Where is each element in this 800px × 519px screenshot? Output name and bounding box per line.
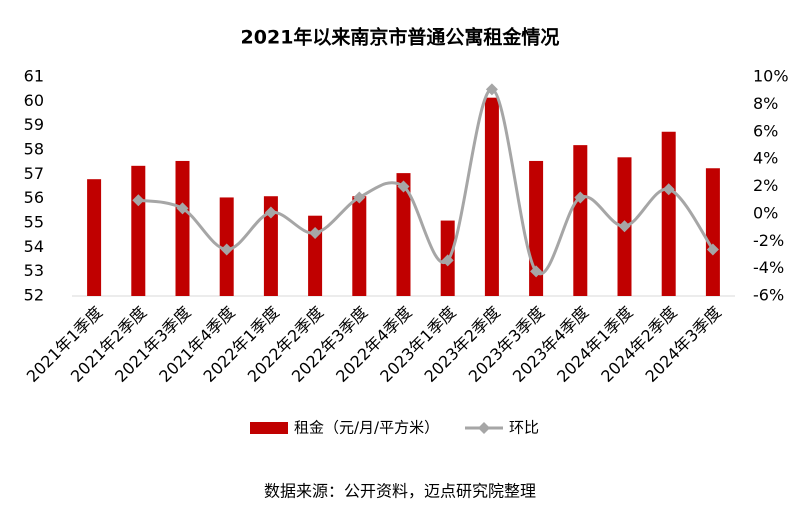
y-tick-label: 60 — [24, 91, 44, 110]
y2-tick-label: -4% — [753, 258, 784, 277]
y2-tick-label: 0% — [753, 203, 778, 222]
bar — [87, 179, 102, 296]
y-tick-label: 52 — [24, 286, 44, 305]
line-marker — [706, 243, 719, 256]
bar — [263, 196, 278, 296]
line-marker — [530, 265, 543, 278]
bar — [308, 215, 323, 296]
line-marker — [397, 180, 410, 193]
line-marker — [264, 206, 277, 219]
y2-tick-label: 6% — [753, 121, 778, 140]
chart-title: 2021年以来南京市普通公寓租金情况 — [241, 26, 560, 49]
legend-label: 环比 — [509, 419, 539, 437]
line-marker — [441, 254, 454, 267]
x-tick-label: 2021年1季度 — [23, 303, 106, 386]
bar — [484, 97, 499, 296]
y-tick-label: 54 — [24, 237, 44, 256]
line-marker — [132, 194, 145, 207]
line-marker — [309, 227, 322, 240]
y-tick-label: 56 — [24, 188, 44, 207]
bar — [175, 160, 190, 296]
bar — [396, 173, 411, 296]
y2-tick-label: 2% — [753, 176, 778, 195]
line — [138, 87, 715, 276]
line-marker — [662, 183, 675, 196]
legend-label: 租金（元/月/平方米） — [294, 419, 439, 437]
bar — [705, 168, 720, 296]
source-note: 数据来源：公开资料，迈点研究院整理 — [264, 482, 536, 501]
line-marker — [220, 243, 233, 256]
y-tick-label: 57 — [24, 164, 44, 183]
y2-tick-label: -6% — [753, 286, 784, 305]
y-tick-label: 53 — [24, 261, 44, 280]
bar — [661, 131, 676, 296]
y-tick-label: 55 — [24, 213, 44, 232]
line-marker — [176, 202, 189, 215]
line-marker — [485, 83, 498, 96]
y-tick-label: 59 — [24, 115, 44, 134]
line-marker — [574, 191, 587, 204]
line-marker — [618, 220, 631, 233]
line-marker — [353, 191, 366, 204]
bar — [131, 165, 146, 296]
y2-tick-label: 10% — [753, 67, 789, 86]
bar — [573, 145, 588, 296]
legend-marker — [478, 422, 490, 434]
bar — [352, 196, 367, 296]
y2-tick-label: 8% — [753, 94, 778, 113]
y-tick-label: 58 — [24, 140, 44, 159]
legend-swatch — [250, 422, 288, 434]
y2-tick-label: -2% — [753, 231, 784, 250]
y-tick-label: 61 — [24, 67, 44, 86]
y2-tick-label: 4% — [753, 149, 778, 168]
